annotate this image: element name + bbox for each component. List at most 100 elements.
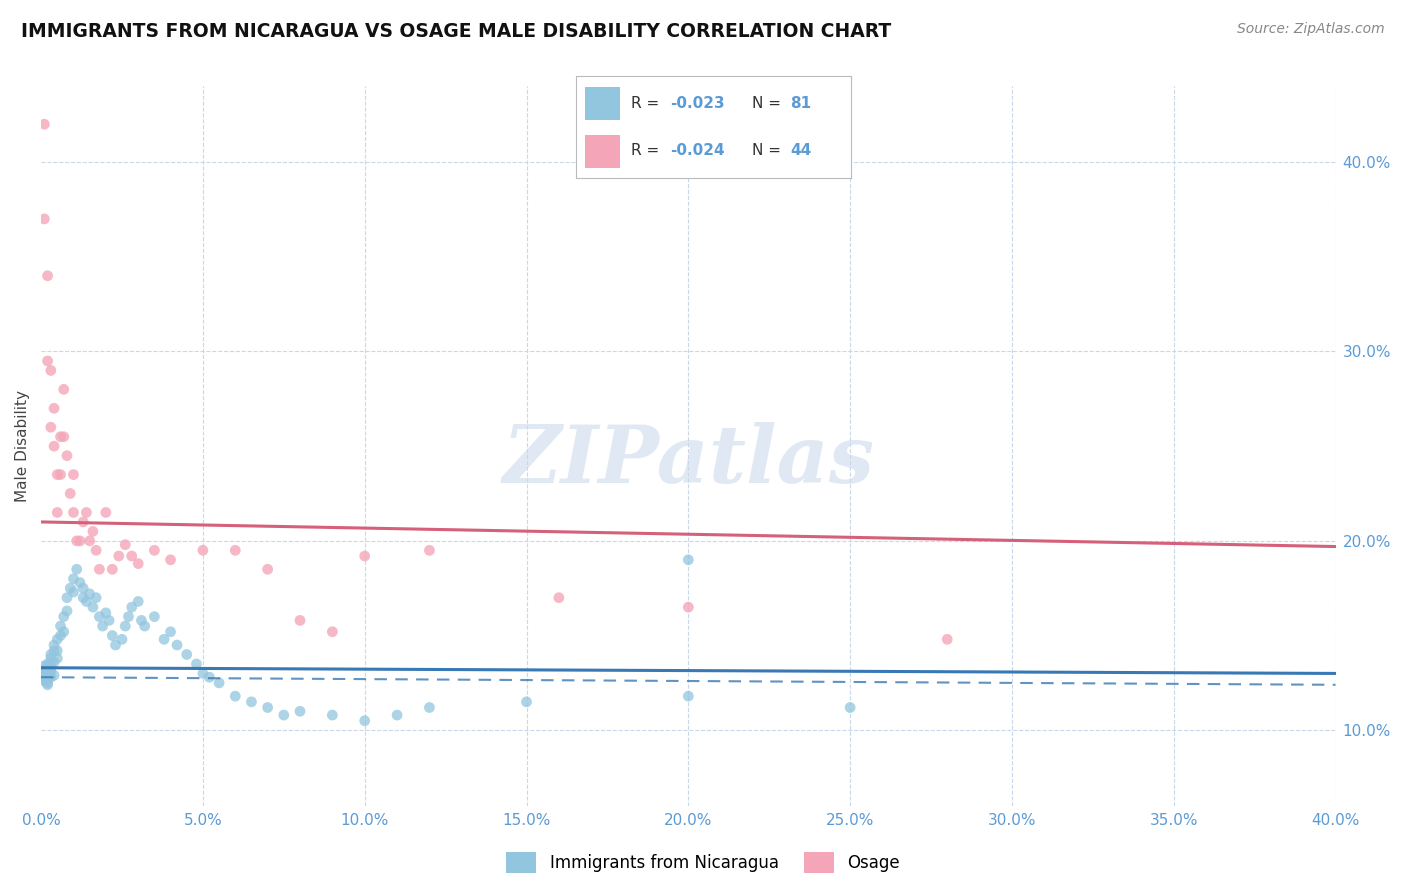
- Point: [321, 624, 343, 639]
- Point: [34, 658, 56, 673]
- Point: [34, 668, 56, 682]
- Point: [42, 643, 65, 657]
- Point: [176, 648, 198, 662]
- Point: [82, 524, 104, 539]
- Point: [46, 651, 69, 665]
- Point: [75, 506, 97, 520]
- Text: R =: R =: [631, 96, 665, 111]
- Point: [69, 575, 91, 590]
- Point: [72, 591, 94, 605]
- Point: [37, 657, 59, 671]
- Point: [515, 695, 537, 709]
- Point: [186, 657, 208, 671]
- Point: [56, 604, 79, 618]
- Point: [84, 591, 107, 605]
- Point: [34, 663, 56, 677]
- Point: [131, 614, 153, 628]
- Point: [79, 533, 101, 548]
- Point: [321, 708, 343, 723]
- Point: [46, 506, 69, 520]
- Point: [52, 609, 75, 624]
- Point: [101, 629, 124, 643]
- Bar: [585, 136, 620, 168]
- Point: [42, 668, 65, 682]
- Point: [159, 553, 181, 567]
- Point: [224, 543, 246, 558]
- Point: [72, 581, 94, 595]
- Point: [89, 562, 111, 576]
- Point: [121, 549, 143, 563]
- Point: [288, 704, 311, 718]
- Point: [34, 665, 56, 679]
- Point: [56, 591, 79, 605]
- Point: [34, 672, 56, 686]
- Point: [72, 515, 94, 529]
- Point: [49, 619, 72, 633]
- Point: [49, 629, 72, 643]
- Point: [166, 638, 188, 652]
- Point: [39, 420, 62, 434]
- Point: [82, 600, 104, 615]
- Point: [66, 562, 89, 576]
- Point: [39, 657, 62, 671]
- Point: [62, 572, 84, 586]
- Point: [39, 665, 62, 679]
- Point: [37, 354, 59, 368]
- Text: R =: R =: [631, 144, 665, 158]
- Point: [89, 609, 111, 624]
- Point: [678, 553, 700, 567]
- Point: [101, 562, 124, 576]
- Point: [75, 594, 97, 608]
- Text: IMMIGRANTS FROM NICARAGUA VS OSAGE MALE DISABILITY CORRELATION CHART: IMMIGRANTS FROM NICARAGUA VS OSAGE MALE …: [21, 22, 891, 41]
- Legend: Immigrants from Nicaragua, Osage: Immigrants from Nicaragua, Osage: [499, 846, 907, 880]
- Point: [37, 670, 59, 684]
- Text: Source: ZipAtlas.com: Source: ZipAtlas.com: [1237, 22, 1385, 37]
- Point: [79, 587, 101, 601]
- Text: 81: 81: [790, 96, 811, 111]
- Text: -0.024: -0.024: [669, 144, 724, 158]
- Point: [46, 467, 69, 482]
- Point: [39, 670, 62, 684]
- Point: [59, 581, 82, 595]
- Point: [37, 666, 59, 681]
- Point: [37, 678, 59, 692]
- Point: [256, 562, 278, 576]
- Y-axis label: Male Disability: Male Disability: [15, 390, 30, 502]
- Point: [678, 600, 700, 615]
- Point: [143, 609, 166, 624]
- Point: [111, 632, 134, 647]
- Point: [208, 676, 231, 690]
- Point: [39, 648, 62, 662]
- Point: [273, 708, 295, 723]
- Point: [37, 672, 59, 686]
- Point: [42, 439, 65, 453]
- Text: N =: N =: [752, 144, 786, 158]
- Point: [91, 619, 114, 633]
- Point: [353, 714, 375, 728]
- Point: [94, 506, 117, 520]
- Point: [69, 533, 91, 548]
- Point: [256, 700, 278, 714]
- Point: [39, 651, 62, 665]
- Point: [240, 695, 263, 709]
- Point: [37, 676, 59, 690]
- Point: [34, 673, 56, 688]
- Point: [385, 708, 408, 723]
- Point: [42, 638, 65, 652]
- Point: [84, 543, 107, 558]
- Text: -0.023: -0.023: [669, 96, 724, 111]
- Point: [127, 594, 149, 608]
- Point: [224, 689, 246, 703]
- Point: [936, 632, 959, 647]
- Point: [418, 700, 440, 714]
- Point: [143, 543, 166, 558]
- Point: [62, 467, 84, 482]
- Point: [37, 661, 59, 675]
- Point: [37, 663, 59, 677]
- Point: [198, 670, 221, 684]
- Point: [52, 383, 75, 397]
- Point: [353, 549, 375, 563]
- Point: [191, 543, 214, 558]
- Point: [839, 700, 862, 714]
- Point: [52, 430, 75, 444]
